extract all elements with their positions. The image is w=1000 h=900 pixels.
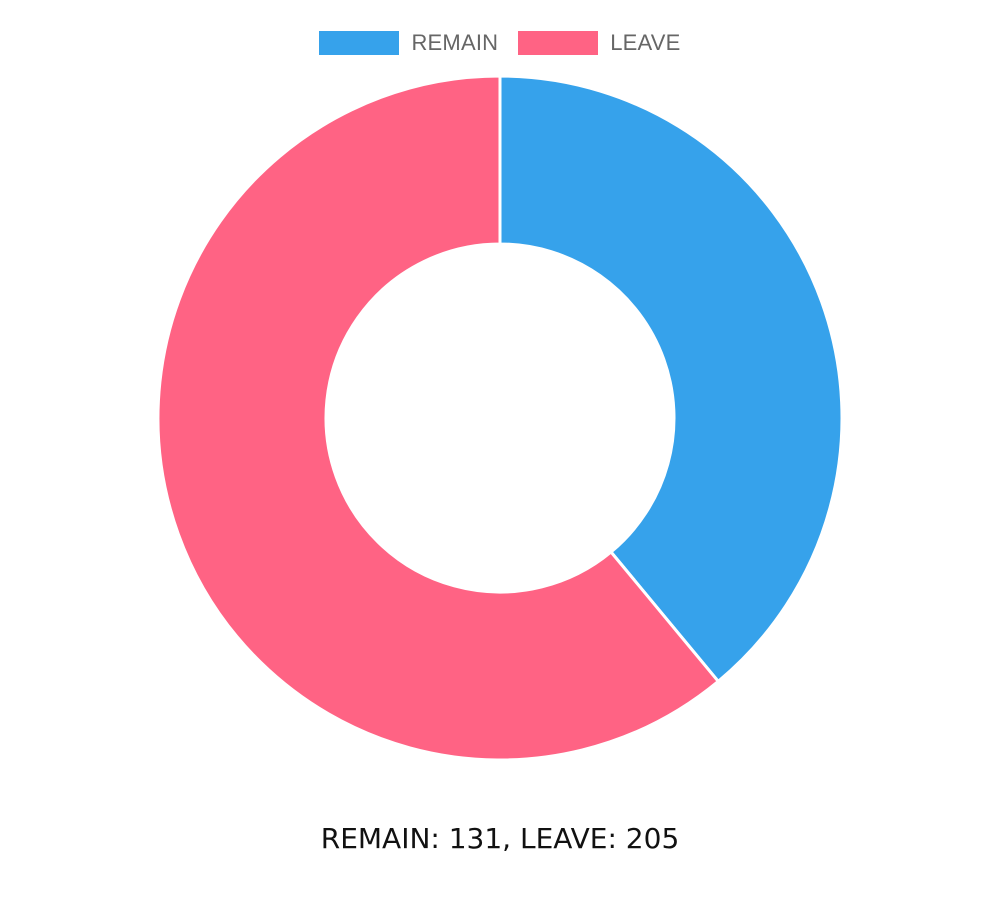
legend-label-remain: REMAIN [411, 30, 499, 55]
legend-item-remain[interactable]: REMAIN [319, 30, 498, 56]
legend-swatch-remain [319, 31, 400, 55]
slice-leave[interactable] [156, 74, 721, 762]
legend-item-leave[interactable]: LEAVE [518, 30, 680, 56]
summary-text: REMAIN: 131, LEAVE: 205 [320, 822, 680, 855]
legend-label-leave: LEAVE [610, 30, 681, 55]
legend-swatch-leave [518, 31, 599, 55]
chart-legend: REMAIN LEAVE [0, 30, 1000, 56]
slice-remain[interactable] [498, 74, 844, 684]
doughnut-chart [156, 74, 844, 762]
